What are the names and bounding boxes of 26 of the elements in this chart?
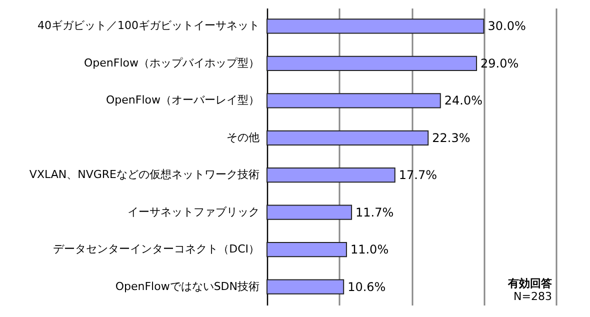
- data-label: 11.0%: [350, 242, 389, 257]
- y-tick-label: 40ギガビット／100ギガビットイーサネット: [38, 19, 260, 32]
- y-tick-label: VXLAN、NVGREなどの仮想ネットワーク技術: [29, 168, 260, 182]
- bar: [266, 242, 347, 258]
- annotation: N=283: [514, 290, 552, 303]
- data-label: 22.3%: [432, 130, 470, 145]
- y-tick-label: OpenFlow（ホップバイホップ型）: [84, 56, 260, 70]
- data-label: 10.6%: [348, 280, 386, 294]
- bar: [266, 56, 478, 72]
- y-tick-label: その他: [226, 130, 260, 144]
- y-tick-label: OpenFlow（オーバーレイ型）: [106, 94, 260, 107]
- annotation: 有効回答: [507, 277, 553, 290]
- data-label: 11.7%: [356, 205, 394, 220]
- bar: [266, 204, 352, 220]
- data-label: 29.0%: [480, 56, 519, 70]
- y-tick-label: イーサネットファブリック: [128, 205, 260, 218]
- y-tick-label: OpenFlowではないSDN技術: [115, 280, 260, 293]
- data-label: 17.7%: [398, 168, 438, 182]
- bar: [266, 168, 396, 183]
- bar: [266, 279, 344, 294]
- bar: [266, 93, 441, 108]
- bar: [266, 18, 484, 34]
- data-label: 30.0%: [488, 19, 526, 34]
- bar: [266, 130, 429, 146]
- data-label: 24.0%: [444, 94, 483, 108]
- y-tick-label: データセンターインターコネクト（DCI）: [53, 242, 260, 256]
